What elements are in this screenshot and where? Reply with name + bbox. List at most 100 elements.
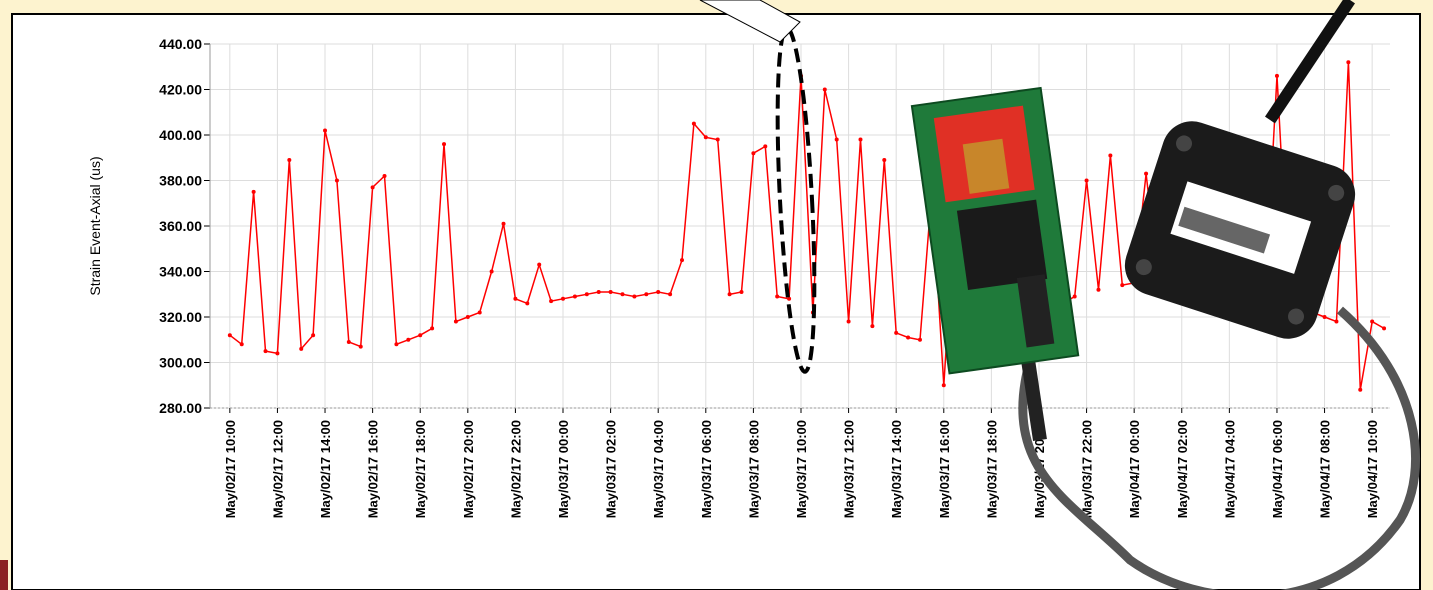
x-tick-label: May/03/17 22:00 <box>1080 420 1095 518</box>
y-tick-label: 360.00 <box>159 218 202 234</box>
x-tick-label: May/02/17 12:00 <box>270 420 285 518</box>
data-point <box>1072 294 1077 299</box>
data-point <box>370 185 375 190</box>
data-point <box>227 333 232 338</box>
data-point <box>775 294 780 299</box>
data-point <box>311 333 316 338</box>
data-point <box>346 340 351 345</box>
data-point <box>477 310 482 315</box>
data-point <box>334 178 339 183</box>
data-point <box>513 296 518 301</box>
cable-end <box>1021 358 1047 442</box>
data-point <box>1096 287 1101 292</box>
data-point <box>537 262 542 267</box>
data-point <box>787 296 792 301</box>
x-tick-label: May/03/17 14:00 <box>889 420 904 518</box>
data-point <box>917 337 922 342</box>
data-point <box>263 349 268 354</box>
sensor-box <box>1124 121 1356 339</box>
data-point <box>561 296 566 301</box>
data-point <box>430 326 435 331</box>
data-point <box>1084 178 1089 183</box>
x-tick-label: May/03/17 04:00 <box>651 420 666 518</box>
data-point <box>703 135 708 140</box>
x-tick-label: May/03/17 06:00 <box>699 420 714 518</box>
y-tick-label: 420.00 <box>159 82 202 98</box>
data-point <box>572 294 577 299</box>
data-point <box>906 335 911 340</box>
x-tick-label: May/03/17 12:00 <box>842 420 857 518</box>
data-point <box>501 221 506 226</box>
data-point <box>382 173 387 178</box>
x-tick-label: May/04/17 02:00 <box>1175 420 1190 518</box>
data-point <box>668 292 673 297</box>
data-point <box>656 289 661 294</box>
antenna <box>1265 0 1355 124</box>
data-point <box>763 144 768 149</box>
data-point <box>644 292 649 297</box>
data-point <box>608 289 613 294</box>
data-point <box>822 87 827 92</box>
data-point <box>465 315 470 319</box>
data-point <box>1322 315 1327 319</box>
x-tick-label: May/02/17 18:00 <box>413 420 428 518</box>
data-point <box>834 137 839 142</box>
data-point <box>1334 319 1339 324</box>
y-tick-label: 280.00 <box>159 400 202 416</box>
y-tick-label: 440.00 <box>159 36 202 52</box>
data-point <box>1144 171 1149 176</box>
x-tick-label: May/03/17 16:00 <box>937 420 952 518</box>
x-tick-label: May/04/17 06:00 <box>1270 420 1285 518</box>
data-point <box>882 158 887 163</box>
data-point <box>239 342 244 347</box>
callout <box>699 0 801 43</box>
data-point <box>1346 60 1351 65</box>
x-tick-label: May/02/17 14:00 <box>318 420 333 518</box>
data-point <box>549 299 554 304</box>
data-point <box>739 289 744 294</box>
y-tick-label: 300.00 <box>159 355 202 371</box>
data-point <box>418 333 423 338</box>
data-point <box>299 346 304 351</box>
data-point <box>489 269 494 274</box>
data-point <box>1370 319 1375 324</box>
data-point <box>632 294 637 299</box>
data-point <box>870 324 875 329</box>
x-tick-label: May/03/17 02:00 <box>604 420 619 518</box>
data-point <box>941 383 946 388</box>
data-point <box>1108 153 1113 158</box>
y-tick-label: 400.00 <box>159 127 202 143</box>
x-tick-label: May/02/17 10:00 <box>223 420 238 518</box>
data-point <box>251 189 256 194</box>
x-tick-label: May/03/17 00:00 <box>556 420 571 518</box>
data-point <box>620 292 625 297</box>
x-tick-label: May/03/17 10:00 <box>794 420 809 518</box>
sensor-photo <box>699 0 1420 590</box>
highlight-ellipse <box>775 26 817 374</box>
x-tick-label: May/04/17 10:00 <box>1365 420 1380 518</box>
data-point <box>858 137 863 142</box>
x-tick-label: May/04/17 00:00 <box>1127 420 1142 518</box>
data-point <box>715 137 720 142</box>
y-tick-label: 320.00 <box>159 309 202 325</box>
data-point <box>846 319 851 324</box>
x-tick-label: May/02/17 20:00 <box>461 420 476 518</box>
side-block <box>0 560 8 590</box>
y-tick-label: 380.00 <box>159 173 202 189</box>
data-point <box>453 319 458 324</box>
data-point <box>691 121 696 126</box>
data-point <box>358 344 363 349</box>
data-point <box>584 292 589 297</box>
x-tick-label: May/02/17 16:00 <box>366 420 381 518</box>
data-point <box>1358 387 1363 392</box>
data-point <box>275 351 280 356</box>
data-point <box>680 258 684 263</box>
data-point <box>525 301 530 306</box>
data-point <box>442 142 447 147</box>
data-point <box>287 158 292 163</box>
cable <box>1018 306 1420 590</box>
data-point <box>894 330 899 335</box>
x-tick-label: May/04/17 08:00 <box>1318 420 1333 518</box>
